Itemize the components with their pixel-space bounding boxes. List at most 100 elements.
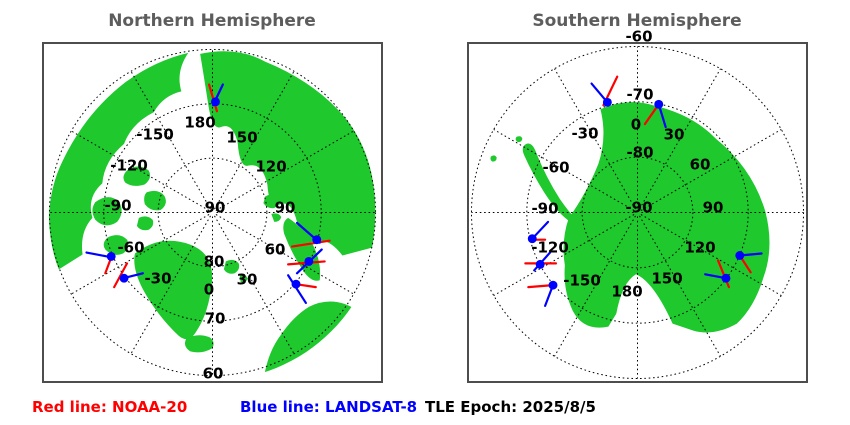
landmass [522, 143, 576, 223]
graticule-label: 0 [630, 115, 642, 134]
landmass [103, 235, 129, 255]
graticule-label: -30 [144, 269, 172, 288]
graticule-label: -30 [571, 124, 599, 143]
blue-ground-track-segment [287, 274, 307, 305]
graticule-label: -80 [626, 143, 654, 162]
satellite-marker [548, 280, 558, 290]
meridian-line [214, 71, 295, 210]
graticule-label: 90 [702, 198, 724, 217]
meridian-line [71, 214, 210, 295]
landmass [144, 190, 166, 211]
meridian-line [130, 71, 211, 210]
landmass [134, 240, 213, 340]
graticule-label: -90 [104, 196, 132, 215]
graticule-label: -150 [563, 271, 601, 290]
graticule-label: 30 [236, 270, 258, 289]
landmass [92, 197, 122, 226]
legend-red-line: Red line: NOAA-20 [32, 398, 188, 416]
graticule-label: 180 [184, 113, 216, 132]
graticule-label: -60 [117, 238, 145, 257]
graticule-label: -150 [136, 125, 174, 144]
graticule-label: -90 [625, 198, 653, 217]
graticule-label: 0 [203, 280, 215, 299]
meridian-line [493, 129, 635, 211]
graticule-label: -90 [531, 199, 559, 218]
satellite-marker [527, 234, 537, 244]
north-hemisphere-map: 180 150 -150 120 -120 90 -90 90 60 -60 30 -30 0 80 70 6… [42, 42, 383, 383]
satellite-marker [735, 251, 745, 260]
meridian-line [640, 129, 782, 211]
meridian-line [639, 215, 721, 357]
satellite-marker [312, 235, 322, 245]
graticule-label: 30 [663, 125, 685, 144]
satellite-marker [291, 279, 301, 289]
graticule-label: -120 [110, 156, 148, 175]
meridian-line [639, 68, 721, 210]
graticule-label: 80 [203, 252, 225, 271]
graticule-label: -60 [625, 27, 653, 46]
meridian-line [640, 214, 782, 296]
satellite-marker [602, 97, 612, 107]
graticule [48, 48, 377, 377]
landmass [184, 335, 214, 353]
north-map-title: Northern Hemisphere [108, 11, 316, 31]
landmass [48, 52, 189, 270]
satellite-layer [85, 83, 331, 305]
landmass [563, 102, 770, 333]
red-ground-track-segment [207, 83, 219, 113]
graticule-label: -70 [626, 85, 654, 104]
graticule-label: -120 [531, 238, 569, 257]
meridian-line [130, 215, 211, 354]
satellite-marker [654, 99, 664, 109]
satellite-layer [524, 75, 763, 307]
latitude-ring [526, 101, 749, 324]
south-map-title: Southern Hemisphere [532, 11, 742, 31]
landmass [263, 301, 376, 381]
graticule-label: 60 [264, 240, 286, 259]
graticule-label: 120 [684, 238, 716, 257]
graticule-label: -60 [542, 158, 570, 177]
graticule [470, 45, 805, 380]
latitude-ring [581, 156, 694, 269]
satellite-marker [304, 256, 314, 266]
latitude-ring [48, 48, 377, 377]
latitude-ring [157, 157, 268, 268]
graticule-label: 90 [204, 198, 226, 217]
graticule-label: 90 [274, 198, 296, 217]
landmass [271, 213, 282, 222]
red-ground-track-segment [290, 239, 331, 248]
landmass [200, 51, 376, 256]
graticule-label: 60 [202, 364, 224, 383]
landmass-layer [48, 51, 376, 381]
graticule-label: 180 [611, 282, 643, 301]
graticule-label: 150 [226, 128, 258, 147]
south-map-canvas [470, 45, 805, 380]
landmass [515, 136, 523, 143]
landmass [136, 216, 154, 231]
meridian-line [554, 215, 636, 357]
meridian-line [71, 130, 210, 211]
satellite-marker [106, 252, 116, 261]
landmass [490, 155, 497, 162]
meridian-line [493, 214, 635, 296]
graticule-label: 70 [204, 309, 226, 328]
red-ground-track-segment [716, 259, 731, 289]
landmass-layer [490, 102, 770, 333]
north-map-canvas [48, 48, 377, 381]
satellite-marker [535, 259, 545, 269]
satellite-marker [119, 273, 129, 283]
landmass [123, 166, 151, 186]
graticule-label: 120 [255, 157, 287, 176]
graticule-label: 60 [689, 155, 711, 174]
meridian-line [215, 214, 354, 295]
south-hemisphere-map: -60 -70 -80 -90 0 30 -30 60 -60 90 -90 120 -120 150 -1… [467, 29, 808, 383]
satellite-marker [211, 97, 220, 107]
meridian-line [214, 215, 295, 354]
meridian-line [554, 68, 636, 210]
legend-tle-epoch: TLE Epoch: 2025/8/5 [425, 398, 596, 416]
meridian-line [215, 130, 354, 211]
red-ground-track-segment [113, 262, 129, 289]
graticule-label: 150 [651, 269, 683, 288]
landmass [263, 194, 280, 209]
